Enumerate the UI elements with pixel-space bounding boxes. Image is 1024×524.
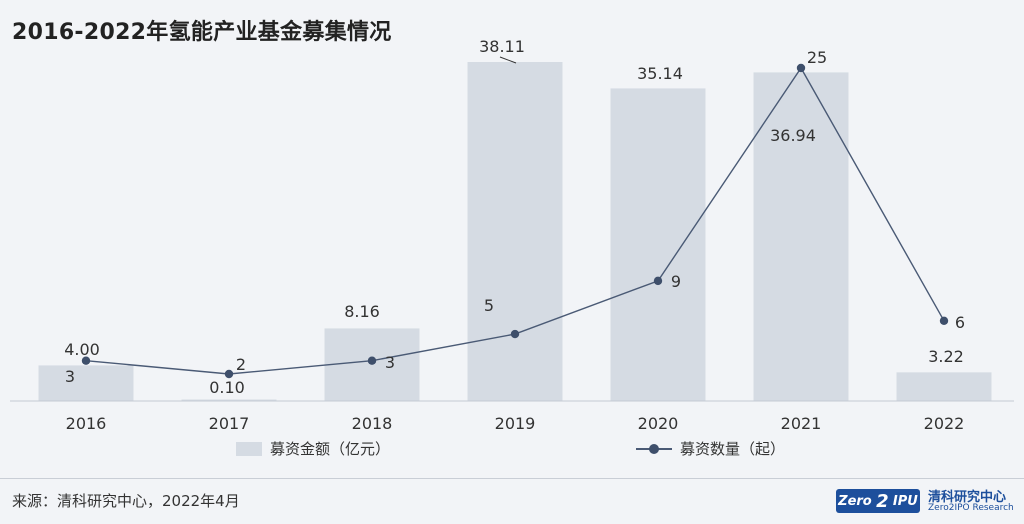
bar [753, 72, 849, 401]
bar [181, 399, 277, 401]
legend-line-label: 募资数量（起） [680, 440, 786, 458]
line-point [939, 316, 949, 325]
x-tick-label: 2021 [781, 414, 822, 433]
legend-item-line: 募资数量（起） [636, 438, 785, 459]
bar-value-label: 35.14 [637, 64, 683, 83]
x-tick-label: 2022 [924, 414, 965, 433]
bar-value-label: 0.10 [209, 378, 245, 397]
x-tick-label: 2018 [352, 414, 393, 433]
chart-canvas: 2016 2017 2018 2019 2020 2021 2022 4.00 0.10 8.1… [10, 37, 1014, 433]
legend: 募资金额（亿元） 募资数量（起） [0, 438, 1024, 466]
x-axis: 2016 2017 2018 2019 2020 2021 2022 [10, 400, 1014, 433]
logo-en-text: Zero2IPO Research [928, 503, 1014, 513]
legend-bar-swatch [236, 441, 262, 456]
bar-value-label: 8.16 [344, 302, 380, 321]
logo-mark-left: Zero [838, 493, 872, 509]
line-value-label: 9 [671, 272, 681, 291]
bar-series [38, 62, 992, 401]
logo-mark: Zero 2 IPU [836, 489, 920, 513]
zero2ipo-logo: Zero 2 IPU 清科研究中心 Zero2IPO Research [836, 486, 1016, 518]
line-value-label: 2 [236, 355, 246, 374]
logo-mark-right: IPU [892, 493, 918, 509]
x-tick-label: 2017 [209, 414, 250, 433]
bar [610, 88, 706, 401]
chart-title: 2016-2022年氢能产业基金募集情况 [12, 20, 392, 45]
line-point [367, 356, 377, 365]
legend-bar-label: 募资金额（亿元） [270, 440, 391, 458]
data-labels: 4.00 0.10 8.16 38.11 35.14 36.94 3.22 3 2 3 5 9 25 6 [64, 37, 965, 397]
logo-cn-text: 清科研究中心 [928, 490, 1007, 505]
line-value-label: 5 [484, 296, 494, 315]
bar [467, 62, 563, 401]
line-point [224, 369, 234, 379]
divider [0, 478, 1024, 479]
bar-value-label: 38.11 [479, 37, 525, 56]
bar-value-label: 3.22 [928, 347, 964, 366]
x-tick-label: 2020 [638, 414, 679, 433]
x-tick-label: 2019 [495, 414, 536, 433]
line-point [796, 63, 806, 73]
logo-mark-mid: 2 [876, 490, 889, 512]
bar-value-label: 36.94 [770, 126, 816, 145]
line-value-label: 6 [955, 313, 965, 332]
legend-line-swatch [636, 442, 672, 456]
line-point [81, 356, 91, 365]
x-tick-label: 2016 [66, 414, 107, 433]
line-point [510, 329, 520, 339]
line-point [653, 276, 663, 286]
line-value-label: 25 [807, 48, 827, 67]
line-series [81, 63, 949, 379]
legend-item-bar: 募资金额（亿元） [236, 438, 390, 459]
source-note: 来源：清科研究中心，2022年4月 [12, 492, 240, 510]
label-leader-line [499, 56, 517, 64]
line-value-label: 3 [65, 367, 75, 386]
line-value-label: 3 [385, 353, 395, 372]
bar-value-label: 4.00 [64, 340, 100, 359]
bar [38, 365, 134, 401]
bar [896, 372, 992, 401]
